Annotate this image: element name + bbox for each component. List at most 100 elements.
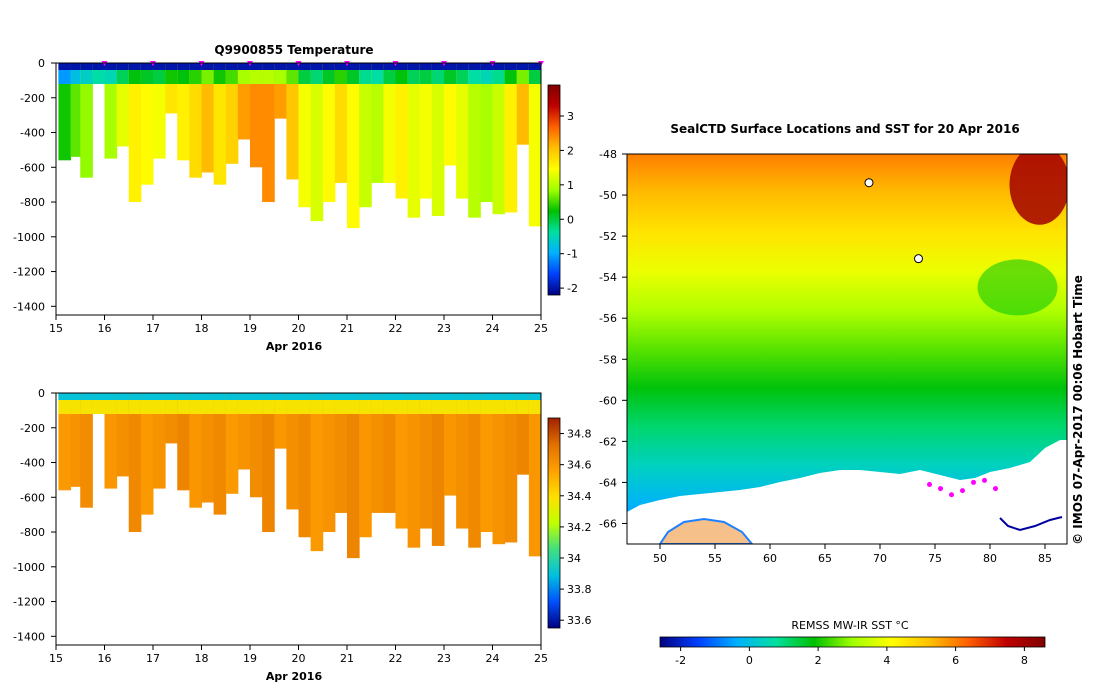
- profile-surface-layer: [504, 393, 518, 400]
- x-tick-label: 25: [534, 652, 548, 665]
- latitude-axis: -48 -50 -52 -54 -56 -58 -60 -62 -64 -66: [599, 148, 627, 530]
- profile-mixed-layer: [371, 400, 384, 414]
- profile-column: [262, 63, 275, 203]
- profile-column: [213, 63, 227, 185]
- x-tick-label: 15: [49, 322, 63, 335]
- profile-mixed-layer: [516, 70, 530, 84]
- y-tick-label: -800: [20, 526, 45, 539]
- profile-column: [444, 393, 457, 496]
- y-tick-label: -1400: [13, 300, 45, 313]
- lat-tick-label: -54: [599, 271, 617, 284]
- profile-column: [395, 63, 409, 199]
- profile-mixed-layer: [80, 70, 93, 84]
- profile-mixed-layer: [322, 70, 336, 84]
- profile-surface-layer: [541, 393, 548, 400]
- x-tick-label: 18: [195, 322, 209, 335]
- profile-surface-layer: [298, 63, 312, 70]
- profile-mixed-layer: [140, 400, 154, 414]
- profile-surface-layer: [528, 63, 541, 70]
- profile-column: [468, 63, 481, 218]
- track-location: [982, 477, 987, 483]
- track-location: [927, 481, 932, 487]
- profile-surface-layer: [274, 393, 287, 400]
- temperature-title: Q9900855 Temperature: [214, 43, 373, 57]
- y-tick-label: -1000: [13, 231, 45, 244]
- cool-sst-patch: [977, 259, 1058, 316]
- profile-mixed-layer: [383, 70, 396, 84]
- sst-patches: [977, 154, 1067, 316]
- temperature-colorbar-ticks: -2 -1 0 1 2 3: [560, 110, 578, 295]
- profile-surface-layer: [334, 393, 348, 400]
- profile-column: [456, 63, 469, 199]
- lat-tick-label: -64: [599, 476, 617, 489]
- profile-mixed-layer: [165, 70, 178, 84]
- profile-mixed-layer: [359, 70, 372, 84]
- profile-column: [492, 63, 506, 215]
- profile-column: [541, 393, 548, 463]
- profile-column: [504, 393, 518, 543]
- profile-column: [250, 393, 263, 498]
- profile-surface-layer: [80, 63, 93, 70]
- profile-mixed-layer: [419, 400, 433, 414]
- profile-mixed-layer: [104, 400, 118, 414]
- profile-surface-layer: [347, 393, 360, 400]
- profile-surface-layer: [444, 63, 457, 70]
- profile-column: [213, 393, 227, 515]
- profile-surface-layer: [310, 393, 324, 400]
- profile-column: [189, 63, 202, 178]
- profile-surface-layer: [140, 63, 154, 70]
- profile-column: [104, 63, 118, 159]
- temperature-x-axis: 15 16 17 18 19 20 21 22 23 24 25: [49, 315, 548, 335]
- x-tick-label: 22: [389, 322, 403, 335]
- profile-surface-layer: [431, 63, 445, 70]
- y-tick-label: -1200: [13, 266, 45, 279]
- profile-column: [80, 63, 93, 178]
- temperature-profiles: [58, 63, 541, 229]
- profile-mixed-layer: [237, 400, 251, 414]
- profile-column: [371, 393, 384, 513]
- profile-surface-layer: [128, 63, 142, 70]
- profile-surface-layer: [262, 393, 275, 400]
- profile-mixed-layer: [383, 400, 396, 414]
- profile-mixed-layer: [128, 70, 142, 84]
- profile-surface-layer: [104, 393, 118, 400]
- track-location: [938, 486, 943, 492]
- profile-mixed-layer: [480, 70, 493, 84]
- profile-surface-layer: [383, 63, 396, 70]
- profile-mixed-layer: [516, 400, 530, 414]
- y-tick-label: -800: [20, 196, 45, 209]
- profile-column: [419, 63, 433, 199]
- profile-surface-layer: [201, 63, 215, 70]
- profile-surface-layer: [116, 393, 130, 400]
- profile-mixed-layer: [225, 70, 239, 84]
- profile-mixed-layer: [262, 70, 275, 84]
- profile-surface-layer: [492, 63, 506, 70]
- profile-mixed-layer: [286, 400, 299, 414]
- x-tick-label: 15: [49, 652, 63, 665]
- profile-mixed-layer: [70, 70, 81, 84]
- sst-colorbar-tick-label: 6: [952, 654, 959, 667]
- profile-surface-layer: [456, 393, 469, 400]
- x-tick-label: 19: [243, 652, 257, 665]
- lon-tick-label: 55: [708, 552, 722, 565]
- profile-column: [250, 63, 263, 168]
- profile-mixed-layer: [541, 400, 548, 414]
- profile-mixed-layer: [456, 400, 469, 414]
- x-tick-label: 25: [534, 322, 548, 335]
- profile-mixed-layer: [456, 70, 469, 84]
- profile-mixed-layer: [250, 70, 263, 84]
- colorbar-tick-label: -2: [567, 282, 578, 295]
- profile-surface-layer: [237, 393, 251, 400]
- profile-column: [480, 63, 493, 203]
- colorbar-tick-label: 3: [567, 110, 574, 123]
- profile-mixed-layer: [347, 400, 360, 414]
- y-tick-label: -200: [20, 422, 45, 435]
- lon-tick-label: 65: [818, 552, 832, 565]
- lon-tick-label: 50: [653, 552, 667, 565]
- profile-mixed-layer: [92, 400, 105, 414]
- profile-mixed-layer: [298, 70, 312, 84]
- land-patch: [658, 517, 754, 544]
- profile-mixed-layer: [92, 70, 105, 84]
- profile-surface-layer: [250, 393, 263, 400]
